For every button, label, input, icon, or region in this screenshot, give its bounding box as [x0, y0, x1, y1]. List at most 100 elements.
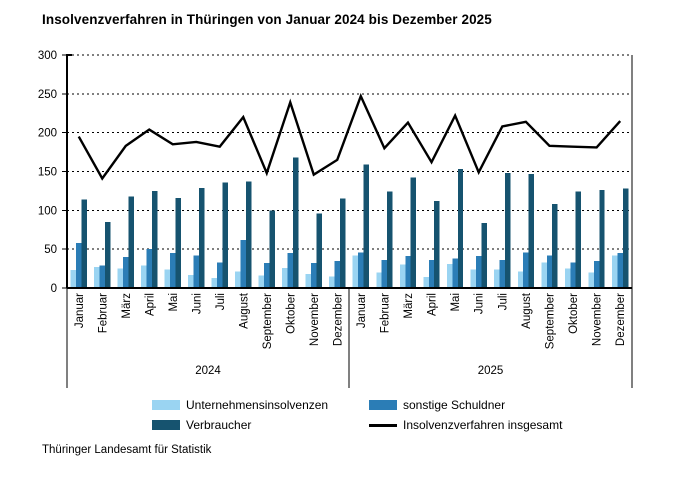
bar-sonstige_schuldner-februar-2025 — [381, 260, 388, 288]
bar-unternehmensinsolvenzen-august-2024 — [235, 271, 241, 288]
bar-sonstige_schuldner-juli-2025 — [499, 260, 505, 288]
bar-unternehmensinsolvenzen-mai-2024 — [164, 269, 171, 288]
bar-unternehmensinsolvenzen-dezember-2024 — [329, 276, 335, 288]
legend-swatch-sonstige-schuldner — [369, 400, 397, 410]
month-label-februar-2025: Februar — [379, 293, 391, 333]
bar-verbraucher-september-2025 — [552, 204, 558, 288]
bar-unternehmensinsolvenzen-juli-2024 — [211, 277, 218, 288]
bar-unternehmensinsolvenzen-februar-2025 — [376, 272, 382, 288]
bar-unternehmensinsolvenzen-oktober-2024 — [282, 267, 288, 288]
bar-verbraucher-september-2024 — [269, 210, 275, 288]
footer-text: Thüringer Landesamt für Statistik — [42, 444, 212, 456]
month-label-september-2024: September — [262, 293, 274, 349]
legend-item-verbraucher: Verbraucher — [152, 418, 251, 432]
legend-item-sonstige-schuldner: sonstige Schuldner — [369, 398, 505, 412]
bar-verbraucher-oktober-2024 — [292, 157, 299, 288]
legend-label-unternehmensinsolvenzen: Unternehmensinsolvenzen — [186, 398, 329, 412]
bar-unternehmensinsolvenzen-september-2025 — [541, 262, 547, 288]
y-axis-label-150: 150 — [38, 167, 57, 179]
bar-sonstige_schuldner-januar-2025 — [358, 252, 364, 288]
month-label-märz-2024: März — [121, 293, 133, 319]
year-label-2025: 2025 — [478, 365, 504, 377]
y-axis-label-250: 250 — [38, 89, 57, 101]
bar-unternehmensinsolvenzen-märz-2024 — [117, 268, 124, 288]
bar-verbraucher-april-2025 — [434, 201, 440, 288]
bar-verbraucher-märz-2025 — [410, 177, 417, 288]
bar-unternehmensinsolvenzen-april-2025 — [423, 277, 429, 288]
bar-verbraucher-dezember-2025 — [622, 188, 629, 288]
bar-sonstige_schuldner-april-2025 — [428, 260, 435, 288]
legend-swatch-insgesamt-line — [369, 423, 397, 427]
bar-sonstige_schuldner-juli-2024 — [217, 262, 223, 288]
legend-item-insgesamt: Insolvenzverfahren insgesamt — [369, 418, 562, 432]
month-label-märz-2025: März — [403, 293, 415, 319]
month-label-februar-2024: Februar — [97, 293, 109, 333]
month-label-januar-2024: Januar — [74, 293, 86, 328]
bar-sonstige_schuldner-april-2024 — [146, 249, 152, 288]
month-label-mai-2025: Mai — [450, 293, 462, 312]
bar-verbraucher-oktober-2025 — [575, 191, 582, 288]
year-label-2024: 2024 — [195, 365, 221, 377]
bar-verbraucher-juni-2024 — [198, 187, 205, 288]
bar-unternehmensinsolvenzen-august-2025 — [517, 271, 524, 288]
bar-verbraucher-mai-2025 — [457, 169, 464, 288]
month-label-oktober-2024: Oktober — [285, 293, 297, 334]
y-axis-label-100: 100 — [38, 205, 57, 217]
bar-verbraucher-august-2024 — [245, 181, 252, 288]
bar-sonstige_schuldner-januar-2024 — [76, 242, 82, 288]
bar-verbraucher-november-2024 — [316, 213, 322, 288]
bar-unternehmensinsolvenzen-juli-2025 — [494, 269, 500, 288]
bar-sonstige_schuldner-dezember-2024 — [334, 260, 340, 288]
bar-sonstige_schuldner-september-2025 — [546, 255, 553, 288]
y-axis-label-200: 200 — [38, 128, 57, 140]
bar-unternehmensinsolvenzen-märz-2025 — [399, 264, 406, 288]
month-label-april-2025: April — [427, 293, 439, 316]
bar-sonstige_schuldner-november-2024 — [311, 263, 317, 288]
y-axis-label-50: 50 — [44, 244, 57, 256]
legend-label-insgesamt: Insolvenzverfahren insgesamt — [403, 418, 563, 432]
month-label-november-2024: November — [309, 293, 321, 346]
bar-unternehmensinsolvenzen-juni-2024 — [188, 274, 194, 288]
bar-verbraucher-juli-2025 — [504, 173, 511, 288]
legend-swatch-verbraucher — [152, 420, 180, 430]
month-label-juli-2025: Juli — [497, 293, 509, 310]
bar-sonstige_schuldner-juni-2025 — [476, 256, 482, 288]
y-axis-label-0: 0 — [51, 283, 57, 295]
bar-sonstige_schuldner-dezember-2025 — [617, 253, 623, 288]
bar-verbraucher-dezember-2024 — [339, 198, 346, 288]
month-label-juni-2025: Juni — [474, 293, 486, 314]
month-label-august-2024: August — [238, 292, 250, 329]
bar-sonstige_schuldner-februar-2024 — [99, 265, 105, 288]
bar-sonstige_schuldner-august-2025 — [523, 252, 529, 288]
month-label-august-2025: August — [521, 292, 533, 329]
month-label-april-2024: April — [144, 293, 156, 316]
bar-verbraucher-märz-2024 — [128, 196, 134, 288]
bar-unternehmensinsolvenzen-september-2024 — [258, 275, 265, 288]
bar-verbraucher-august-2025 — [528, 173, 534, 288]
bar-sonstige_schuldner-juni-2024 — [193, 255, 199, 288]
bar-sonstige_schuldner-mai-2024 — [170, 253, 176, 288]
month-label-september-2025: September — [544, 293, 556, 349]
total-line — [77, 93, 622, 181]
bar-sonstige_schuldner-märz-2024 — [123, 256, 129, 288]
month-label-januar-2025: Januar — [356, 293, 368, 328]
bar-sonstige_schuldner-august-2024 — [240, 239, 246, 288]
legend-label-verbraucher: Verbraucher — [186, 418, 252, 432]
bar-verbraucher-februar-2024 — [104, 221, 111, 288]
month-label-mai-2024: Mai — [168, 293, 180, 312]
bar-verbraucher-januar-2024 — [81, 199, 87, 288]
bar-sonstige_schuldner-mai-2025 — [452, 258, 458, 288]
bar-unternehmensinsolvenzen-november-2025 — [588, 272, 594, 288]
bar-verbraucher-februar-2025 — [387, 191, 393, 288]
bar-unternehmensinsolvenzen-dezember-2025 — [612, 255, 618, 288]
bar-sonstige_schuldner-november-2025 — [593, 260, 600, 288]
bar-sonstige_schuldner-oktober-2025 — [570, 262, 576, 288]
bar-unternehmensinsolvenzen-mai-2025 — [447, 263, 453, 288]
bar-verbraucher-april-2024 — [151, 190, 158, 288]
bar-unternehmensinsolvenzen-januar-2025 — [352, 255, 359, 288]
bar-unternehmensinsolvenzen-april-2024 — [141, 265, 147, 288]
chart-title: Insolvenzverfahren in Thüringen von Janu… — [42, 12, 492, 27]
month-label-dezember-2025: Dezember — [615, 293, 627, 346]
bar-unternehmensinsolvenzen-februar-2024 — [94, 267, 100, 288]
bar-unternehmensinsolvenzen-juni-2025 — [470, 269, 477, 288]
